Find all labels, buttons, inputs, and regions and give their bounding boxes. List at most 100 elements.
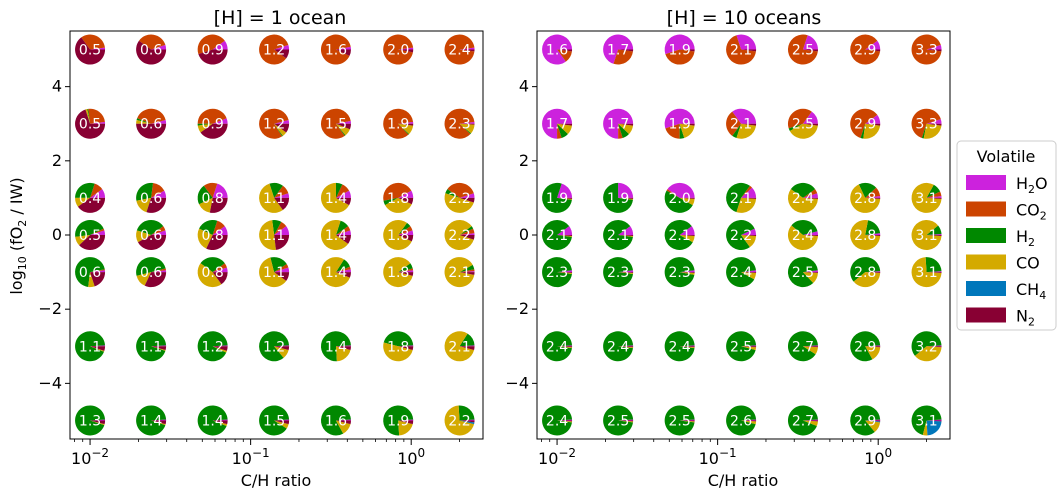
pie-slice-h2o <box>802 35 818 50</box>
pie-slice-co2 <box>335 226 351 235</box>
legend-label: CH4 <box>1016 280 1046 302</box>
pie-slice-n2 <box>274 420 290 425</box>
pie-slice-h2o <box>151 270 167 273</box>
pie-slice-h2 <box>926 225 942 235</box>
pie-slice-n2 <box>209 197 228 213</box>
pie-label: 2.7 <box>792 413 814 429</box>
pie-slice-co <box>444 193 474 213</box>
pie-slice-h2 <box>679 123 685 139</box>
pie-slice-h2o <box>802 345 818 347</box>
pie-label: 2.5 <box>792 265 814 281</box>
pie: 1.9 <box>603 182 634 213</box>
pie-slice-n2 <box>212 420 228 425</box>
pie-slice-n2 <box>137 235 167 250</box>
pie: 0.8 <box>197 257 228 288</box>
pie-slice-n2 <box>679 49 695 52</box>
pie-slice-h2 <box>269 182 283 198</box>
pie-slice-h2 <box>787 405 818 436</box>
pie-slice-n2 <box>459 420 475 423</box>
pie-slice-co2 <box>259 108 289 139</box>
pie-label: 3.3 <box>915 117 937 133</box>
pie-slice-co <box>335 420 351 434</box>
pie-slice-n2 <box>926 197 942 199</box>
pie-label: 1.4 <box>325 265 347 281</box>
pie-slice-n2 <box>274 272 290 281</box>
pie-slice-h2o <box>865 233 881 235</box>
pie: 1.1 <box>259 182 290 213</box>
pie-slice-n2 <box>741 49 757 52</box>
pie-label: 0.9 <box>202 43 224 59</box>
pie: 1.5 <box>259 405 290 436</box>
pie-slice-co2 <box>741 185 753 198</box>
pie-slice-co <box>736 197 757 213</box>
x-tick-label: 100 <box>397 446 425 468</box>
pie-slice-h2o <box>459 121 475 124</box>
pie-slice-h2 <box>664 257 695 288</box>
pie-slice-co2 <box>726 35 756 65</box>
pie: 2.4 <box>542 405 573 436</box>
pie: 3.2 <box>911 331 942 362</box>
pie-slice-n2 <box>926 272 942 274</box>
pie-slice-h2o <box>618 226 634 235</box>
legend-label: N2 <box>1016 307 1035 329</box>
legend-item-co2: CO2 <box>966 201 1047 223</box>
pie-slice-co <box>865 346 881 360</box>
pie-label: 1.8 <box>387 265 409 281</box>
pie: 1.9 <box>542 182 573 213</box>
pie: 2.1 <box>444 257 475 288</box>
pie-slice-co <box>199 197 213 213</box>
pie: 1.4 <box>197 405 228 436</box>
pie-slice-co <box>212 346 227 353</box>
pie-slice-n2 <box>865 197 881 199</box>
pie: 0.8 <box>197 219 228 251</box>
pie-slice-co2 <box>320 108 351 139</box>
pie-label: 2.6 <box>730 413 752 429</box>
legend-label: CO <box>1016 254 1040 273</box>
pie-slice-n2 <box>557 235 573 236</box>
pie-slice-co <box>618 420 634 423</box>
pie-slice-co2 <box>618 123 623 139</box>
pie: 1.1 <box>136 331 167 362</box>
pie-slice-h2 <box>911 331 942 356</box>
pie-slice-h2 <box>75 405 106 436</box>
pie-slice-h2o <box>212 345 228 347</box>
pie-slice-h2 <box>270 257 287 273</box>
pie-slice-co <box>557 197 573 200</box>
pie-label: 0.9 <box>202 117 224 133</box>
pie-slice-h2o <box>679 345 695 347</box>
y-tick-label: −2 <box>38 299 62 318</box>
pie-slice-h2 <box>726 220 755 251</box>
pie-slice-co <box>136 230 152 243</box>
pie-slice-h2 <box>200 257 225 273</box>
pie-label: 2.7 <box>792 339 814 355</box>
pie-slice-co <box>398 420 413 436</box>
pie-slice-co <box>618 197 634 200</box>
pie-slice-n2 <box>335 420 351 425</box>
legend-title: Volatile <box>977 147 1036 166</box>
pie-label: 1.5 <box>325 117 347 133</box>
pie-slice-h2 <box>197 123 213 126</box>
legend-swatch <box>966 201 1006 217</box>
pie: 0.9 <box>197 108 228 139</box>
pie-slice-h2 <box>603 331 634 362</box>
pie-slice-h2o <box>865 114 881 124</box>
pie-slice-h2o <box>398 190 414 198</box>
pie: 1.7 <box>603 108 634 139</box>
pie-label: 2.5 <box>730 339 752 355</box>
pie-slice-h2 <box>603 405 634 436</box>
pie-slice-h2 <box>458 405 475 421</box>
pie-slice-n2 <box>136 40 167 65</box>
pie-slice-co2 <box>383 34 414 65</box>
pie-slice-co2 <box>151 268 166 273</box>
pie-label: 1.2 <box>202 339 224 355</box>
pie-slice-h2 <box>75 182 95 198</box>
pie: 2.2 <box>444 182 475 213</box>
pie-slice-n2 <box>741 420 757 422</box>
pie: 0.5 <box>75 220 106 251</box>
pie: 2.4 <box>787 220 818 251</box>
pie-slice-co2 <box>398 226 413 235</box>
pie: 2.5 <box>726 331 757 362</box>
pie: 2.4 <box>444 34 475 65</box>
pie-slice-n2 <box>212 272 228 285</box>
